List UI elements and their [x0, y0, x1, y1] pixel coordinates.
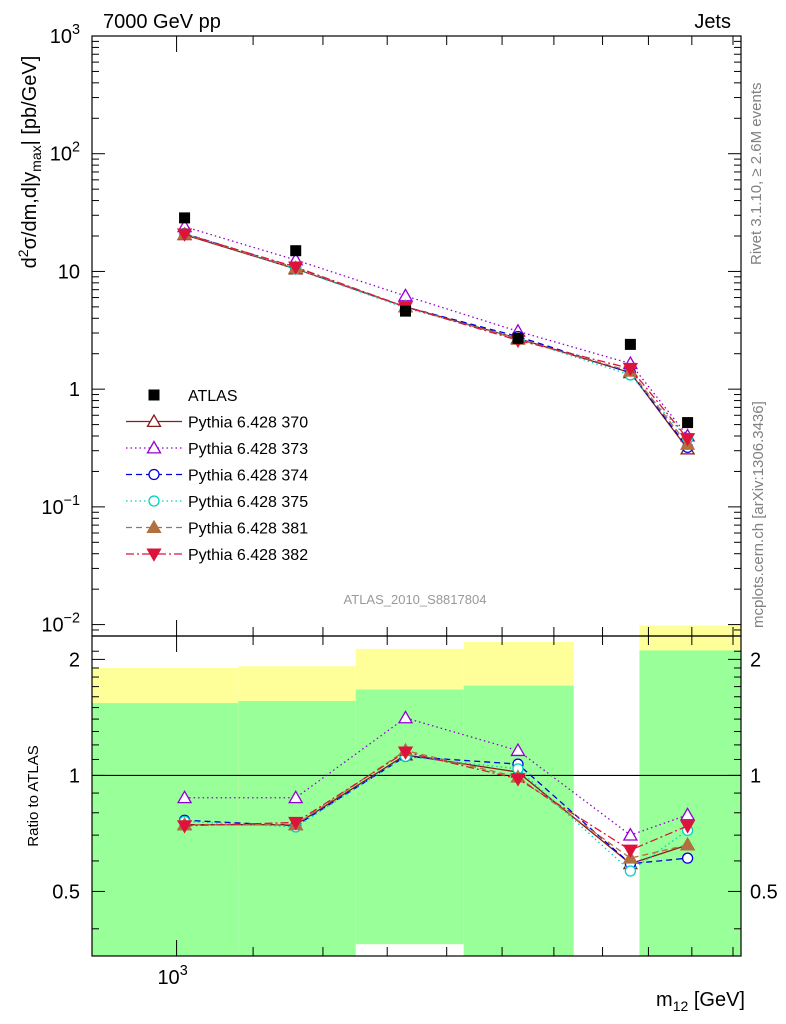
- main-series-line-1: [184, 226, 689, 437]
- y-tick-label-main: 102: [50, 140, 80, 166]
- main-series-point-5: [288, 261, 304, 275]
- legend-label-2: Pythia 6.428 373: [188, 441, 308, 458]
- atlas-point: [400, 305, 412, 317]
- ratio-series-line-3: [184, 755, 688, 872]
- y-tick-label-main: 10−1: [41, 493, 80, 519]
- main-series-point-1: [397, 288, 414, 302]
- band-green-0: [92, 703, 239, 956]
- header-left: 7000 GeV pp: [103, 11, 221, 33]
- x-axis-label: m12 [GeV]: [656, 989, 745, 1014]
- legend-label-5: Pythia 6.428 381: [188, 521, 308, 538]
- y-axis-label-main: d2σ/dm,d|ymax| [pb/GeV]: [15, 56, 44, 269]
- band-green-4: [639, 650, 741, 956]
- x-axis-label-text: m12 [GeV]: [656, 989, 745, 1014]
- ratio-series-point-5: [679, 820, 696, 834]
- y-tick-label-main: 1: [69, 379, 80, 401]
- legend-marker-1: [146, 413, 162, 428]
- ratio-series-point-5: [622, 844, 639, 858]
- legend-label-6: Pythia 6.428 382: [188, 547, 308, 564]
- atlas-point: [179, 212, 191, 224]
- ratio-series-point-5: [397, 746, 414, 760]
- y-tick-label-ratio-right: 0.5: [750, 881, 778, 903]
- ratio-series-point-1: [510, 742, 526, 757]
- y-axis-label-ratio: Ratio to ATLAS: [25, 745, 42, 846]
- y-tick-label-ratio-right: 2: [750, 649, 761, 671]
- ratio-series-point-3: [624, 865, 637, 877]
- main-series-point-5: [176, 228, 193, 242]
- band-green-2: [355, 689, 464, 945]
- legend-marker-2: [146, 440, 162, 454]
- legend-label-1: Pythia 6.428 370: [188, 415, 308, 432]
- atlas-point: [290, 245, 302, 257]
- ratio-series-point-1: [176, 789, 193, 804]
- main-plot-frame: [91, 35, 742, 637]
- ratio-uncertainty-bands: [92, 625, 741, 956]
- legend-label-3: Pythia 6.428 374: [188, 468, 308, 485]
- legend-label-0: ATLAS: [188, 388, 238, 405]
- legend: ATLAS Pythia 6.428 370 Pythia 6.428 373 Pyt…: [126, 388, 308, 564]
- legend-marker-0: [148, 389, 160, 401]
- y-tick-label-main: 10−2: [41, 611, 80, 637]
- y-tick-label-ratio-left: 0.5: [52, 881, 80, 903]
- ratio-series-point-1: [288, 789, 304, 804]
- y-tick-label-main: 103: [50, 22, 80, 48]
- ratio-series-point-5: [510, 773, 526, 787]
- main-series-line-4: [184, 233, 689, 445]
- main-series-point-5: [679, 433, 696, 447]
- y-tick-label-main: 10: [58, 261, 80, 283]
- ratio-series-point-1: [397, 710, 414, 724]
- ratio-series-point-4: [679, 837, 696, 851]
- mcplots-label: mcplots.cern.ch [arXiv:1306.3436]: [750, 401, 767, 628]
- main-series-point-5: [622, 362, 639, 377]
- ratio-series-point-1: [679, 807, 696, 821]
- ratio-series-point-2: [681, 852, 694, 864]
- ratio-series-point-5: [176, 820, 193, 834]
- legend-marker-6: [146, 548, 162, 562]
- y-tick-label-ratio-left: 2: [69, 649, 80, 671]
- atlas-data-points: [179, 212, 694, 429]
- ratio-series-line-5: [184, 751, 688, 851]
- y-tick-label-ratio-left: 1: [69, 765, 80, 787]
- x-tick-label: 103: [157, 963, 187, 989]
- main-series-line-3: [184, 232, 689, 440]
- atlas-point: [624, 338, 636, 350]
- analysis-id: ATLAS_2010_S8817804: [344, 592, 487, 607]
- rivet-label: Rivet 3.1.10, ≥ 2.6M events: [748, 83, 765, 266]
- legend-marker-4: [148, 495, 160, 507]
- ratio-plot-frame: [91, 635, 742, 957]
- header-right: Jets: [694, 11, 731, 33]
- ratio-series-group: [176, 710, 696, 877]
- legend-label-4: Pythia 6.428 375: [188, 494, 308, 511]
- tick-labels: 10−2 10−1 1 10 102 103 0.5 0.5 1 1 2 2 103: [41, 22, 777, 989]
- legend-marker-3: [148, 468, 160, 481]
- atlas-point: [512, 332, 524, 344]
- ratio-series-line-4: [184, 749, 688, 859]
- y-axis-label-main-text: d2σ/dm,d|ymax| [pb/GeV]: [15, 56, 44, 269]
- ratio-series-point-1: [622, 827, 639, 841]
- y-tick-label-ratio-right: 1: [750, 765, 761, 787]
- atlas-point: [682, 417, 694, 429]
- main-series-line-5: [184, 233, 689, 440]
- axis-ticks: [91, 35, 741, 956]
- legend-marker-5: [146, 519, 162, 534]
- band-green-3: [463, 685, 574, 956]
- ratio-series-point-5: [288, 816, 304, 831]
